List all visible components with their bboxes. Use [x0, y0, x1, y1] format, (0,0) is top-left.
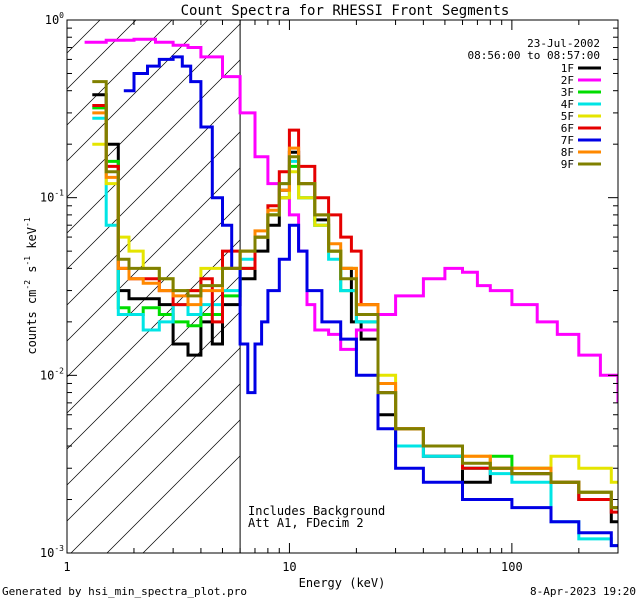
legend-label-5F: 5F [561, 110, 574, 123]
axis-ticks [66, 19, 619, 554]
hatch-line [142, 455, 241, 553]
hatched-region [67, 20, 241, 553]
series-7F [123, 55, 618, 548]
hatch-line [67, 275, 241, 450]
plot-frame [66, 19, 619, 554]
timestamp-label: 8-Apr-2023 19:20 [530, 585, 636, 598]
attenuator-annotation: Att A1, FDecim 2 [248, 516, 364, 530]
legend-label-2F: 2F [561, 74, 574, 87]
legend-label-6F: 6F [561, 122, 574, 135]
series-2F [84, 37, 618, 403]
hatch-line [67, 347, 241, 522]
date-label: 23-Jul-2002 [527, 37, 600, 50]
hatch-line [67, 23, 241, 198]
hatch-line [67, 95, 241, 270]
series-8F [92, 111, 618, 510]
y-tick-label: 100 [45, 11, 64, 27]
hatch-line [67, 203, 241, 378]
time-range-label: 08:56:00 to 08:57:00 [468, 49, 600, 62]
hatch-line [67, 20, 137, 90]
y-tick-label: 10-1 [40, 189, 64, 205]
hatch-line [67, 239, 241, 414]
chart-title: Count Spectra for RHESSI Front Segments [181, 3, 510, 19]
x-tick-labels: 1 10 100 [63, 560, 522, 574]
y-axis-label: counts cm-2 s-1 keV-1 [23, 217, 39, 354]
legend-label-7F: 7F [561, 134, 574, 147]
legend-label-8F: 8F [561, 146, 574, 159]
y-tick-label: 10-3 [40, 544, 64, 560]
series-group [84, 37, 618, 548]
hatch-line [67, 59, 241, 234]
hatch-line [70, 383, 241, 553]
y-tick-labels: 100 10-1 10-2 10-3 [40, 11, 64, 560]
x-tick-label: 10 [282, 560, 296, 574]
background-annotation: Includes Background [248, 504, 385, 518]
series-9F [92, 80, 618, 510]
legend-label-9F: 9F [561, 158, 574, 171]
y-tick-label: 10-2 [40, 366, 64, 382]
legend-label-3F: 3F [561, 86, 574, 99]
x-tick-label: 100 [501, 560, 523, 574]
legend-label-4F: 4F [561, 98, 574, 111]
hatch-line [67, 20, 209, 162]
hatch-line [106, 419, 241, 553]
legend-label-1F: 1F [561, 62, 574, 75]
hatch-line [67, 20, 101, 54]
x-axis-label: Energy (keV) [299, 576, 386, 590]
hatch-line [67, 311, 241, 486]
generated-by-label: Generated by hsi_min_spectra_plot.pro [2, 585, 247, 598]
x-tick-label: 1 [63, 560, 70, 574]
